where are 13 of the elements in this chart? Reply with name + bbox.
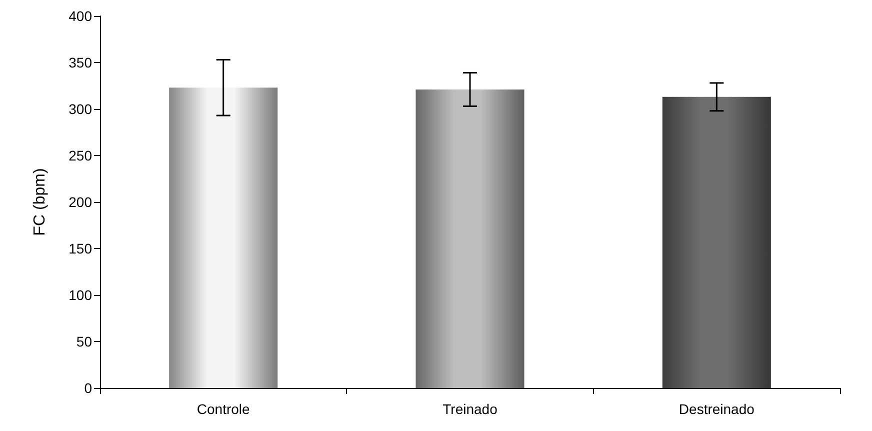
y-tick-label: 350: [68, 54, 92, 70]
y-tick-label: 400: [68, 8, 92, 24]
y-tick-label: 0: [84, 380, 92, 396]
y-tick-label: 200: [68, 194, 92, 210]
y-tick-label: 100: [68, 287, 92, 303]
y-tick-label: 50: [76, 334, 92, 350]
y-axis-title: FC (bpm): [32, 168, 48, 236]
y-tick-label: 300: [68, 101, 92, 117]
x-tick-label: Treinado: [442, 401, 498, 417]
x-tick-label: Controle: [196, 401, 250, 417]
y-tick-label: 150: [68, 240, 92, 256]
y-tick-label: 250: [68, 148, 92, 164]
x-tick-label: Destreinado: [678, 401, 755, 417]
